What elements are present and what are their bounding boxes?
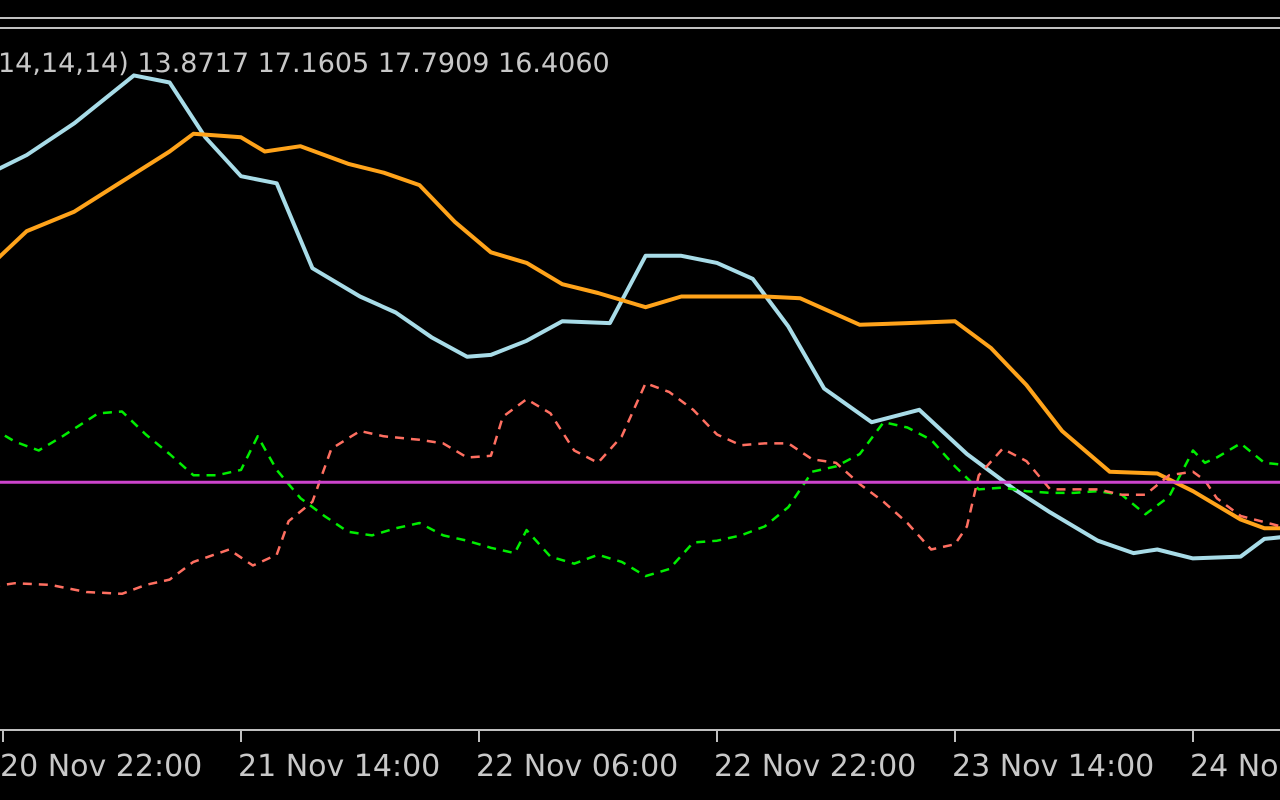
x-tick-label-1: 20 Nov 22:00 (0, 749, 202, 784)
x-tick-label-4: 22 Nov 22:00 (714, 749, 916, 784)
series-line-3 (0, 410, 1280, 578)
indicator-values-label: 14,14,14) 13.8717 17.1605 17.7909 16.406… (0, 48, 610, 79)
series-layer (0, 73, 1280, 596)
x-tick-label-2: 21 Nov 14:00 (238, 749, 440, 784)
x-axis-ticks: 20 Nov 22:00 21 Nov 14:00 22 Nov 06:00 22 N… (0, 730, 1279, 784)
series-line-4 (0, 381, 1280, 596)
series-line-1 (0, 73, 1280, 561)
x-tick-label-6: 24 No (1190, 749, 1279, 784)
x-tick-label-3: 22 Nov 06:00 (476, 749, 678, 784)
series-line-2 (0, 131, 1280, 531)
x-tick-label-5: 23 Nov 14:00 (952, 749, 1154, 784)
